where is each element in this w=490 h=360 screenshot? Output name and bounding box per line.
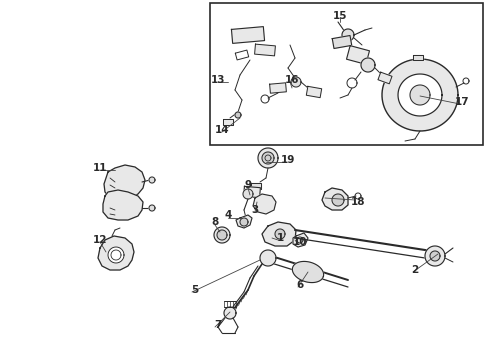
Text: 2: 2	[412, 265, 418, 275]
Polygon shape	[260, 250, 276, 266]
Polygon shape	[235, 112, 241, 118]
Text: 19: 19	[281, 155, 295, 165]
Polygon shape	[293, 233, 308, 247]
Polygon shape	[430, 251, 440, 261]
Polygon shape	[378, 72, 392, 84]
Polygon shape	[214, 227, 230, 243]
Text: 15: 15	[333, 11, 347, 21]
Polygon shape	[98, 236, 134, 270]
Text: 5: 5	[192, 285, 198, 295]
Polygon shape	[398, 74, 442, 116]
Polygon shape	[270, 83, 286, 93]
Polygon shape	[291, 77, 301, 87]
Text: 9: 9	[245, 180, 251, 190]
Text: 16: 16	[285, 75, 299, 85]
Polygon shape	[243, 189, 253, 199]
Polygon shape	[322, 188, 348, 210]
Polygon shape	[332, 36, 352, 49]
Text: 10: 10	[293, 237, 307, 247]
Polygon shape	[262, 222, 296, 246]
Polygon shape	[342, 29, 354, 41]
Polygon shape	[240, 218, 248, 226]
Polygon shape	[223, 119, 233, 125]
Polygon shape	[332, 194, 344, 206]
Polygon shape	[217, 230, 227, 240]
Polygon shape	[382, 59, 458, 131]
Polygon shape	[231, 27, 265, 43]
Polygon shape	[255, 44, 275, 56]
Polygon shape	[306, 86, 321, 98]
Polygon shape	[251, 183, 261, 189]
Polygon shape	[275, 229, 285, 239]
Polygon shape	[224, 307, 236, 319]
Text: 18: 18	[351, 197, 365, 207]
Polygon shape	[108, 247, 124, 263]
Polygon shape	[361, 58, 375, 72]
Polygon shape	[346, 46, 369, 64]
Polygon shape	[413, 54, 423, 59]
Text: 8: 8	[211, 217, 219, 227]
Polygon shape	[104, 165, 145, 200]
Text: 13: 13	[211, 75, 225, 85]
Polygon shape	[236, 215, 252, 228]
Text: 7: 7	[214, 320, 221, 330]
Text: 12: 12	[93, 235, 107, 245]
Polygon shape	[103, 190, 143, 220]
Polygon shape	[253, 194, 276, 214]
Text: 4: 4	[224, 210, 232, 220]
Polygon shape	[243, 217, 249, 223]
Text: 17: 17	[455, 97, 469, 107]
Polygon shape	[262, 152, 274, 164]
Polygon shape	[293, 261, 323, 283]
Polygon shape	[410, 85, 430, 105]
Text: 3: 3	[251, 205, 259, 215]
Polygon shape	[149, 177, 155, 183]
Polygon shape	[425, 246, 445, 266]
Text: 6: 6	[296, 280, 304, 290]
Polygon shape	[244, 186, 260, 198]
Text: 11: 11	[93, 163, 107, 173]
Bar	[210, 3, 483, 145]
Polygon shape	[258, 148, 278, 168]
Text: 14: 14	[215, 125, 229, 135]
Polygon shape	[149, 205, 155, 211]
Text: 1: 1	[276, 233, 284, 243]
